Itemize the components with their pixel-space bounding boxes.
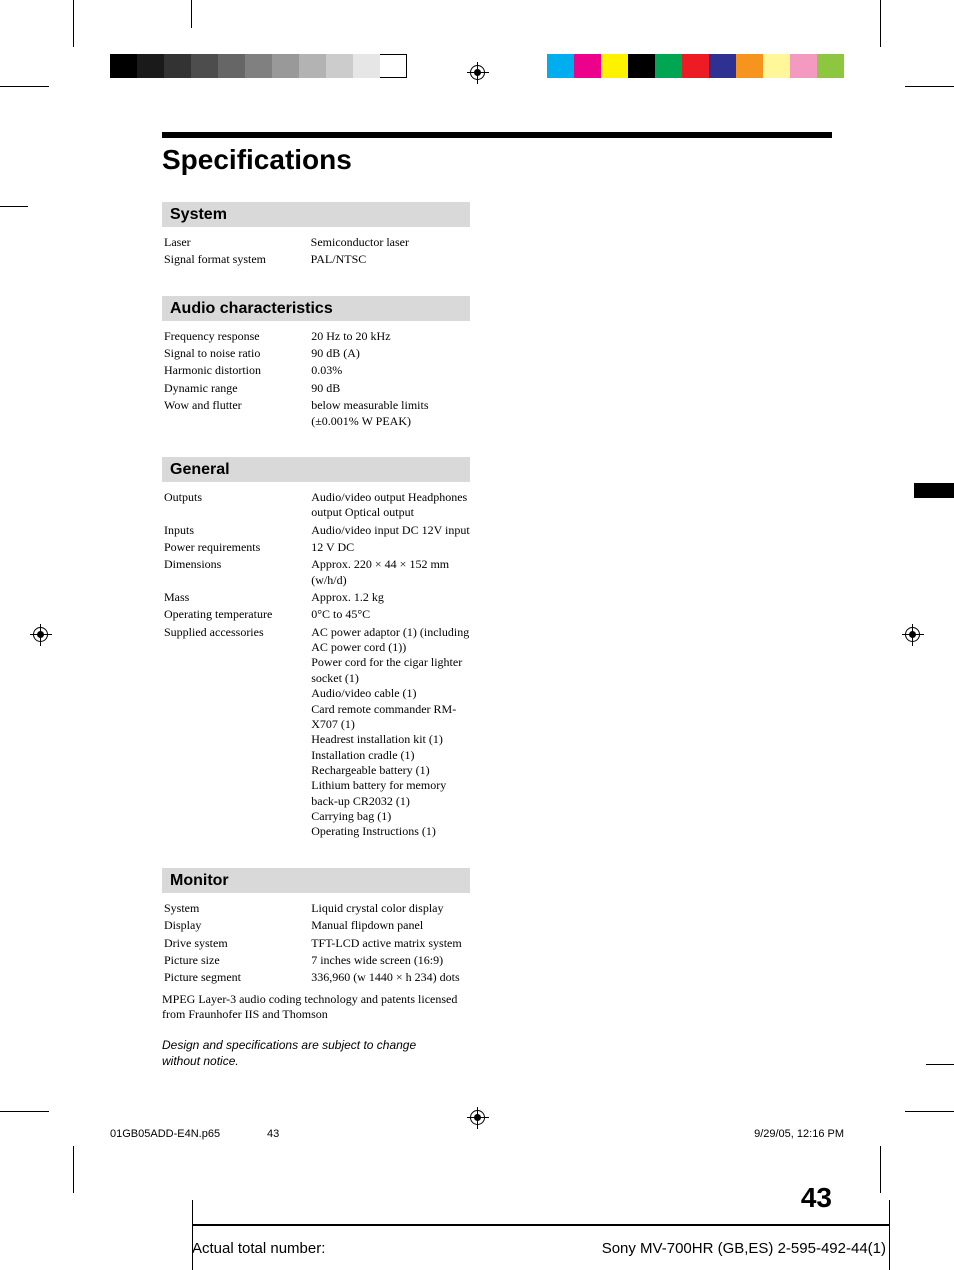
spec-value: 90 dB (A) [311, 346, 470, 361]
footer-filename: 01GB05ADD-E4N.p65 [110, 1128, 220, 1140]
footer-pagenum: 43 [267, 1128, 279, 1140]
spec-table-general: OutputsAudio/video output Headphones out… [162, 488, 472, 842]
spec-label: Inputs [164, 523, 309, 538]
footer-timestamp: 9/29/05, 12:16 PM [754, 1128, 844, 1140]
swatch [709, 54, 736, 78]
spec-value: Approx. 1.2 kg [311, 590, 470, 605]
spec-value: Audio/video input DC 12V input [311, 523, 470, 538]
swatch [353, 54, 380, 78]
crop-mark [0, 206, 28, 207]
section-heading-monitor: Monitor [162, 868, 470, 893]
spec-value: Approx. 220 × 44 × 152 mm (w/h/d) [311, 557, 470, 588]
annotation-right: Sony MV-700HR (GB,ES) 2-595-492-44(1) [602, 1240, 886, 1257]
spec-label: Dimensions [164, 557, 309, 588]
crop-mark [0, 86, 49, 87]
section-heading-system: System [162, 202, 470, 227]
grayscale-swatch-bar [110, 54, 407, 78]
spec-label: Drive system [164, 936, 309, 951]
crop-mark [926, 1064, 954, 1065]
page-title: Specifications [162, 144, 832, 176]
side-index-tab [914, 483, 954, 498]
swatch [601, 54, 628, 78]
spec-value: 336,960 (w 1440 × h 234) dots [311, 970, 470, 985]
spec-value: 90 dB [311, 381, 470, 396]
section-heading-audio: Audio characteristics [162, 296, 470, 321]
design-disclaimer: Design and specifications are subject to… [162, 1037, 452, 1069]
annotation-left: Actual total number: [192, 1240, 325, 1257]
spec-label: System [164, 901, 309, 916]
swatch [380, 54, 407, 78]
swatch [682, 54, 709, 78]
page-content: Specifications System LaserSemiconductor… [162, 132, 832, 1069]
spec-value: 0°C to 45°C [311, 607, 470, 622]
crop-mark [880, 0, 881, 47]
swatch [736, 54, 763, 78]
spec-value: Semiconductor laser [311, 235, 470, 250]
spec-table-monitor: SystemLiquid crystal color displayDispla… [162, 899, 472, 988]
spec-label: Frequency response [164, 329, 309, 344]
spec-label: Signal to noise ratio [164, 346, 309, 361]
spec-value: Manual flipdown panel [311, 918, 470, 933]
registration-mark-icon [467, 62, 489, 84]
spec-value: TFT-LCD active matrix system [311, 936, 470, 951]
swatch [164, 54, 191, 78]
spec-label: Power requirements [164, 540, 309, 555]
spec-label: Picture size [164, 953, 309, 968]
swatch [326, 54, 353, 78]
registration-mark-icon [467, 1107, 489, 1129]
monitor-note: MPEG Layer-3 audio coding technology and… [162, 992, 470, 1023]
swatch [547, 54, 574, 78]
swatch [299, 54, 326, 78]
spec-value: 0.03% [311, 363, 470, 378]
color-swatch-bar [547, 54, 844, 78]
crop-mark [0, 1111, 49, 1112]
spec-value: 20 Hz to 20 kHz [311, 329, 470, 344]
spec-label: Wow and flutter [164, 398, 309, 429]
swatch [574, 54, 601, 78]
annotation-bar: Actual total number: Sony MV-700HR (GB,E… [192, 1224, 890, 1270]
crop-mark [905, 86, 954, 87]
spec-table-audio: Frequency response20 Hz to 20 kHzSignal … [162, 327, 472, 431]
swatch [245, 54, 272, 78]
spec-value: AC power adaptor (1) (including AC power… [311, 625, 470, 840]
crop-mark [880, 1146, 881, 1193]
spec-table-system: LaserSemiconductor laserSignal format sy… [162, 233, 472, 270]
spec-value: 7 inches wide screen (16:9) [311, 953, 470, 968]
spec-label: Display [164, 918, 309, 933]
top-rule [162, 132, 832, 138]
swatch [272, 54, 299, 78]
crop-mark [905, 1111, 954, 1112]
spec-label: Supplied accessories [164, 625, 309, 840]
spec-label: Outputs [164, 490, 309, 521]
swatch [790, 54, 817, 78]
swatch [137, 54, 164, 78]
spec-value: 12 V DC [311, 540, 470, 555]
swatch [763, 54, 790, 78]
spec-label: Picture segment [164, 970, 309, 985]
registration-mark-icon [902, 624, 924, 646]
swatch [628, 54, 655, 78]
spec-label: Operating temperature [164, 607, 309, 622]
spec-value: below measurable limits (±0.001% W PEAK) [311, 398, 470, 429]
swatch [218, 54, 245, 78]
section-heading-general: General [162, 457, 470, 482]
spec-label: Mass [164, 590, 309, 605]
spec-value: Audio/video output Headphones output Opt… [311, 490, 470, 521]
swatch [817, 54, 844, 78]
swatch [110, 54, 137, 78]
spec-label: Harmonic distortion [164, 363, 309, 378]
imposition-footer: 01GB05ADD-E4N.p65 43 9/29/05, 12:16 PM [110, 1128, 844, 1140]
spec-label: Signal format system [164, 252, 309, 267]
spec-value: Liquid crystal color display [311, 901, 470, 916]
crop-mark [73, 1146, 74, 1193]
swatch [191, 54, 218, 78]
page-number: 43 [801, 1182, 832, 1214]
spec-value: PAL/NTSC [311, 252, 470, 267]
crop-mark [191, 0, 192, 28]
crop-mark [73, 0, 74, 47]
swatch [655, 54, 682, 78]
spec-label: Dynamic range [164, 381, 309, 396]
registration-mark-icon [30, 624, 52, 646]
spec-label: Laser [164, 235, 309, 250]
